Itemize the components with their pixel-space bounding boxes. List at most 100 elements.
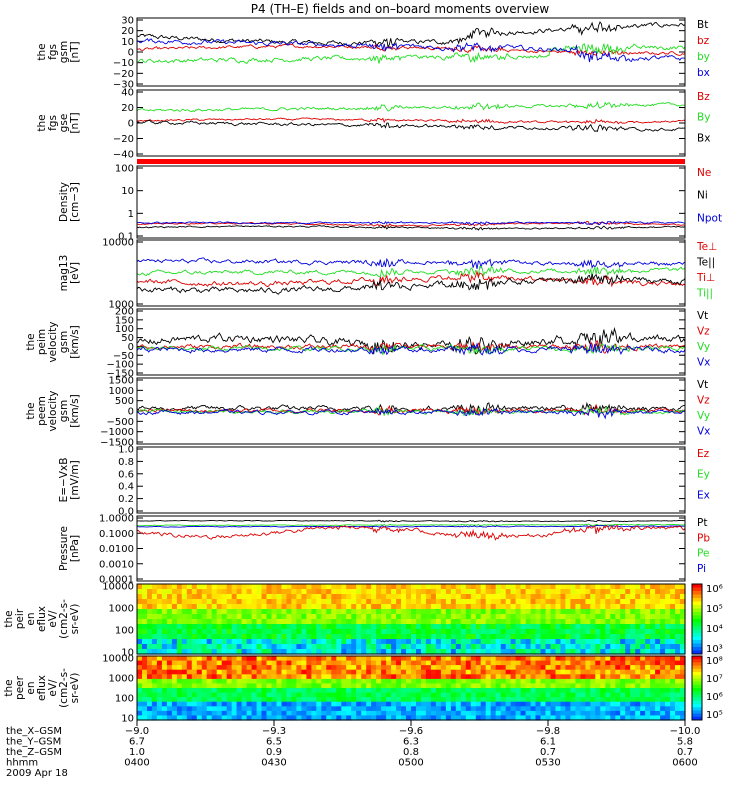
- spectro-cell: [306, 589, 312, 595]
- spectro-cell: [261, 584, 268, 590]
- spectro-cell: [156, 688, 163, 694]
- spectro-cell: [560, 604, 567, 610]
- spectro-cell: [286, 624, 293, 630]
- spectro-cell: [675, 649, 681, 655]
- spectro-cell: [465, 674, 472, 680]
- spectro-cell: [376, 629, 382, 635]
- spectro-cell: [371, 701, 377, 707]
- spectro-cell: [161, 697, 168, 703]
- legend-entry: Te||: [696, 257, 715, 269]
- spectro-cell: [356, 589, 362, 595]
- spectro-cell: [206, 697, 213, 703]
- spectro-cell: [286, 599, 293, 605]
- spectro-cell: [401, 594, 407, 600]
- spectro-cell: [625, 678, 631, 685]
- spectro-cell: [391, 669, 397, 675]
- spectro-cell: [560, 678, 567, 685]
- spectro-cell: [490, 629, 497, 635]
- spectro-cell: [151, 619, 158, 625]
- spectro-cell: [171, 674, 178, 680]
- spectro-cell: [226, 678, 233, 685]
- spectro-cell: [500, 589, 507, 595]
- spectro-cell: [296, 660, 302, 666]
- spectro-cell: [665, 660, 671, 666]
- spectro-cell: [246, 674, 253, 680]
- spectro-cell: [231, 692, 238, 698]
- spectro-cell: [326, 609, 332, 615]
- spectro-cell: [171, 710, 178, 717]
- spectro-cell: [226, 656, 233, 662]
- spectro-cell: [650, 683, 656, 689]
- spectro-cell: [485, 589, 492, 595]
- spectro-cell: [460, 609, 467, 615]
- spectro-cell: [525, 674, 532, 680]
- spectro-cell: [176, 609, 183, 615]
- spectro-cell: [560, 715, 567, 721]
- spectro-cell: [147, 604, 153, 610]
- spectro-cell: [161, 639, 168, 645]
- spectro-cell: [630, 706, 636, 712]
- spectro-cell: [296, 634, 302, 640]
- spectro-cell: [211, 710, 218, 717]
- spectro-cell: [570, 589, 576, 595]
- spectro-cell: [560, 644, 567, 650]
- spectro-cell: [351, 619, 357, 625]
- spectro-cell: [625, 629, 631, 635]
- spectro-cell: [665, 604, 671, 610]
- spectro-cell: [251, 697, 258, 703]
- spectro-cell: [545, 688, 552, 694]
- spectro-cell: [291, 649, 297, 655]
- spectro-cell: [670, 669, 676, 675]
- spectro-cell: [480, 599, 487, 605]
- spectro-cell: [346, 656, 352, 662]
- plot-date: 2009 Apr 18: [6, 768, 68, 779]
- spectro-cell: [356, 619, 362, 625]
- spectro-cell: [281, 629, 288, 635]
- spectro-cell: [470, 609, 477, 615]
- spectro-cell: [615, 609, 621, 615]
- spectro-cell: [495, 624, 502, 630]
- spectro-cell: [311, 604, 317, 610]
- spectro-cell: [500, 692, 507, 698]
- spectro-cell: [176, 624, 183, 630]
- ytick-label: 150: [115, 315, 134, 326]
- spectro-cell: [211, 604, 218, 610]
- spectro-cell: [216, 614, 223, 620]
- spectro-cell: [341, 609, 347, 615]
- spectro-cell: [580, 644, 586, 650]
- spectro-cell: [665, 697, 671, 703]
- ytick-label: −500: [107, 417, 134, 428]
- spectro-cell: [440, 639, 447, 645]
- spectro-cell: [565, 589, 571, 595]
- spectro-cell: [147, 649, 153, 655]
- spectro-cell: [530, 660, 537, 666]
- spectro-cell: [655, 674, 661, 680]
- ytick-label: 0.1000: [99, 529, 134, 540]
- spectro-cell: [645, 688, 651, 694]
- spectro-cell: [650, 706, 656, 712]
- spectro-cell: [680, 624, 686, 630]
- spectro-cell: [376, 715, 382, 721]
- spectro-cell: [675, 715, 681, 721]
- xaxis-value: −9.3: [262, 726, 286, 737]
- spectro-cell: [560, 706, 567, 712]
- spectro-cell: [560, 701, 567, 707]
- spectro-cell: [137, 692, 143, 698]
- spectro-cell: [311, 706, 317, 712]
- spectro-cell: [421, 674, 427, 680]
- spectro-cell: [371, 706, 377, 712]
- spectro-cell: [147, 629, 153, 635]
- spectro-cell: [306, 688, 312, 694]
- spectro-cell: [645, 692, 651, 698]
- spectro-cell: [291, 715, 297, 721]
- spectro-cell: [450, 697, 457, 703]
- spectro-cell: [401, 609, 407, 615]
- spectro-cell: [605, 701, 611, 707]
- spectro-cell: [660, 604, 666, 610]
- spectro-cell: [386, 692, 392, 698]
- spectro-cell: [675, 692, 681, 698]
- spectro-cell: [520, 665, 527, 671]
- spectro-cell: [166, 706, 173, 712]
- spectro-cell: [246, 706, 253, 712]
- spectro-cell: [161, 589, 168, 595]
